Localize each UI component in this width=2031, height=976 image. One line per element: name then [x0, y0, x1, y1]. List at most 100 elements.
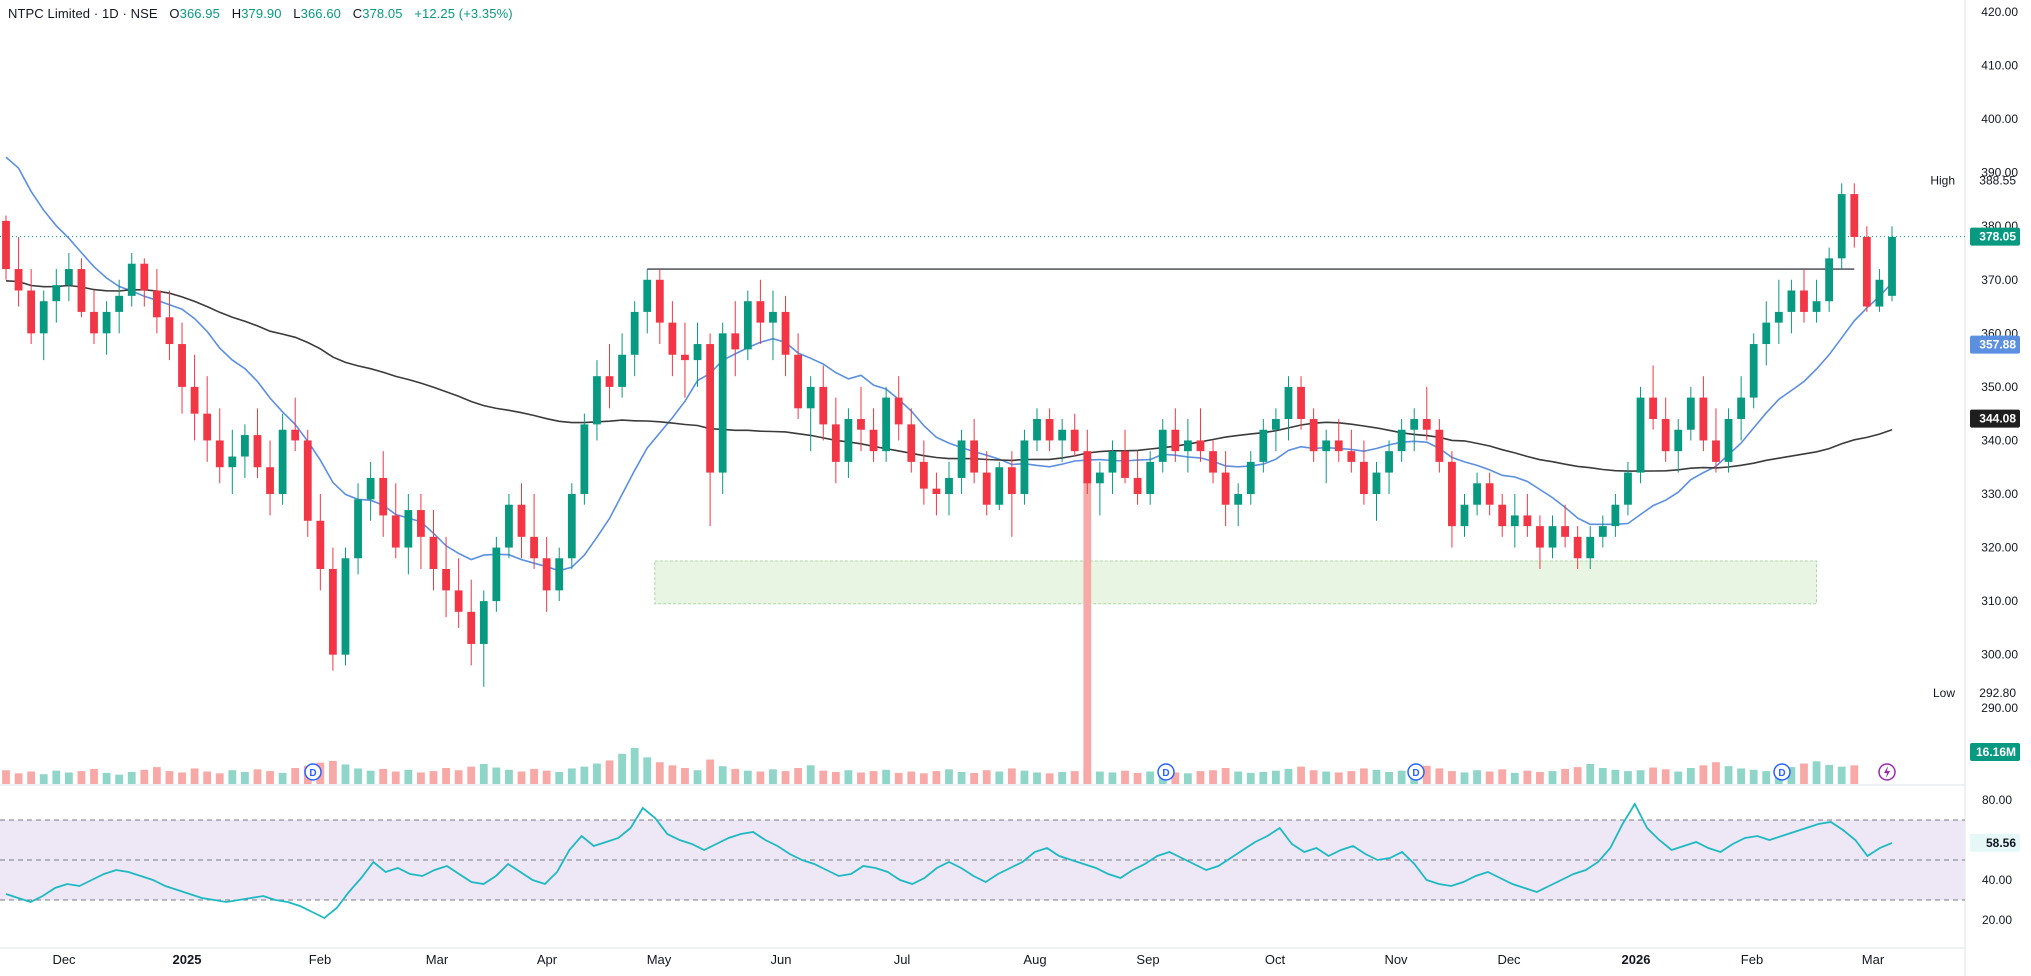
candle-body — [1410, 419, 1419, 430]
candle-body — [593, 376, 601, 425]
volume-bar — [1209, 770, 1217, 784]
candle-body — [655, 279, 664, 323]
price-tick-label: 420.00 — [1981, 5, 2018, 19]
volume-bar — [1473, 770, 1481, 784]
candle-body — [454, 590, 463, 612]
volume-bar — [1133, 772, 1142, 784]
low-label: Low — [1933, 686, 1955, 700]
volume-bar — [1548, 771, 1557, 784]
volume-bar — [945, 769, 953, 784]
open-value: 366.95 — [179, 6, 220, 21]
candle-body — [1070, 429, 1079, 452]
volume-bar — [1485, 771, 1494, 784]
volume-bar — [643, 757, 652, 784]
volume-bar — [1586, 764, 1595, 784]
candle-body — [819, 386, 828, 425]
volume-bar — [1322, 771, 1331, 784]
volume-bar — [1183, 773, 1192, 784]
volume-bar — [391, 771, 400, 784]
volume-bar — [39, 774, 48, 784]
candle-body — [970, 440, 979, 473]
volume-bar — [1498, 769, 1507, 784]
candle-body — [316, 520, 325, 569]
volume-bar — [366, 770, 375, 784]
volume-bar — [970, 772, 979, 784]
candle-body — [630, 311, 639, 355]
volume-bar — [203, 771, 212, 784]
volume-bar — [1661, 769, 1670, 784]
candle-body — [1058, 429, 1067, 441]
candle-body — [341, 558, 350, 655]
candle-body — [404, 510, 413, 548]
volume-bar — [1284, 768, 1293, 784]
candle-body — [1598, 526, 1607, 537]
dividend-icon: D — [1407, 763, 1425, 781]
volume-bar — [442, 768, 450, 784]
candle-body — [190, 386, 199, 414]
candle-body — [1322, 440, 1331, 452]
candle-body — [919, 461, 928, 489]
low-value: 292.80 — [1979, 686, 2016, 700]
candle-body — [1033, 419, 1041, 441]
volume-bar — [1674, 771, 1683, 784]
candle-body — [794, 354, 803, 409]
candle-body — [1573, 536, 1582, 559]
candle-body — [718, 333, 727, 473]
volume-bar — [555, 772, 564, 784]
volume-bar — [178, 772, 186, 784]
sma-slow-tag-text: 344.08 — [1979, 412, 2016, 426]
candle-body — [1209, 451, 1217, 473]
candle-body — [1510, 515, 1519, 527]
dividend-icon: D — [304, 763, 322, 781]
volume-bar — [240, 772, 249, 784]
candle-body — [1749, 344, 1758, 398]
volume-bar — [454, 770, 463, 784]
candle-body — [1825, 258, 1834, 302]
volume-bar — [894, 772, 903, 784]
volume-bar — [957, 772, 966, 784]
candle-body — [1611, 504, 1620, 527]
sma-fast-tag-text: 357.88 — [1979, 338, 2016, 352]
symbol-legend: NTPC Limited · 1D · NSE O366.95 H379.90 … — [8, 6, 513, 21]
candle-body — [178, 344, 186, 387]
markers: 378.05 357.88 344.08 16.16M 58.56 High 388.55 L… — [304, 173, 2020, 852]
volume-bar — [919, 773, 928, 784]
volume-bar — [429, 771, 438, 784]
candle-body — [1347, 451, 1356, 462]
price-tick-label: 320.00 — [1981, 541, 2018, 555]
volume-bar — [1397, 770, 1406, 784]
candle-body — [102, 311, 111, 334]
candle-body — [1674, 429, 1683, 452]
candle-body — [278, 429, 287, 494]
volume-bar — [1372, 769, 1381, 784]
time-tick-label: Jun — [771, 952, 792, 967]
candle-body — [14, 269, 23, 291]
candle-body — [844, 419, 853, 462]
volume-bar — [253, 769, 262, 784]
support-zone-rect — [654, 560, 1818, 605]
rsi-tag-bg — [1970, 833, 2020, 852]
volume-bar — [681, 768, 689, 784]
volume-bar — [1762, 771, 1771, 784]
candle-body — [530, 536, 538, 559]
price-tick-label: 300.00 — [1981, 648, 2018, 662]
candle-body — [781, 311, 790, 355]
candle-body — [1548, 526, 1557, 548]
candle-body — [77, 269, 86, 312]
dividend-circle — [1407, 763, 1425, 781]
volume-bar — [1095, 771, 1104, 784]
volume-bar — [1712, 762, 1720, 784]
sma-slow-tag-bg — [1970, 409, 2020, 428]
candle-body — [806, 386, 815, 409]
volume-bar — [769, 769, 777, 784]
last-price-tag-text: 378.05 — [1979, 230, 2016, 244]
candle-body — [1133, 477, 1142, 494]
volume-bar — [668, 765, 677, 784]
candle-body — [1800, 290, 1808, 312]
volume-bar — [467, 766, 476, 784]
volume-bar — [1636, 770, 1645, 784]
volume-bar — [1058, 772, 1067, 784]
candle-body — [27, 290, 36, 334]
candle-body — [379, 477, 388, 516]
